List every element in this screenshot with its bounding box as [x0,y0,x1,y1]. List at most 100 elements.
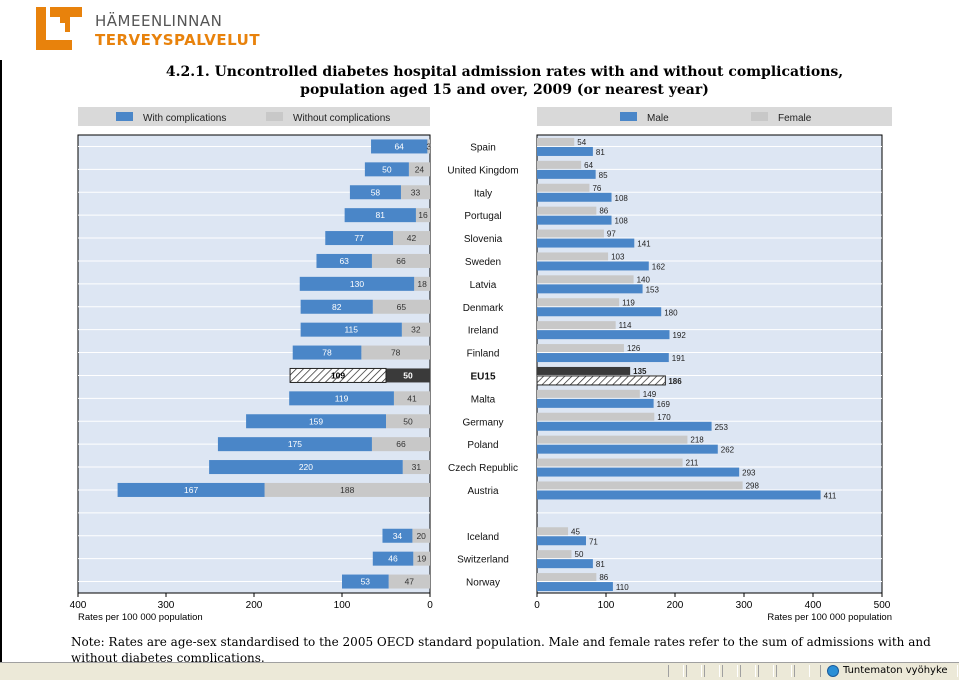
right-tick-label-500: 500 [874,600,891,611]
status-cell [686,665,702,677]
bar-without-complications-slovenia [393,231,430,246]
label-female-latvia: 140 [637,275,651,284]
status-cell [794,665,810,677]
label-male-malta: 169 [657,400,671,409]
status-cell [758,665,774,677]
label-female-italy: 76 [592,184,601,193]
bar-male-iceland [537,536,586,546]
bar-with-complications-denmark [300,299,373,314]
label-male-norway: 110 [616,583,629,592]
country-label-austria: Austria [467,486,499,497]
bar-male-eu15 [536,375,666,386]
country-label-sweden: Sweden [465,257,501,268]
country-label-portugal: Portugal [464,211,501,222]
label-female-malta: 149 [643,390,657,399]
right-tick-label-400: 400 [805,600,822,611]
country-label-germany: Germany [462,417,503,428]
right-tick-label-0: 0 [534,600,540,611]
left-tick-label-200: 200 [246,600,263,611]
label-female-portugal: 86 [599,207,608,216]
right-chart-panel: 5481648576108861089714110316214015311918… [536,134,883,594]
bar-female-italy [537,183,590,192]
bar-female-denmark [537,298,620,307]
bar-with-complications-switzerland [372,551,414,566]
bar-without-complications-latvia [414,276,430,291]
label-female-sweden: 103 [611,252,625,261]
bar-female-switzerland [537,550,572,559]
bar-male-sweden [537,261,649,271]
hameenlinna-logo-icon [36,7,82,50]
label-male-iceland: 71 [589,537,598,546]
label-male-switzerland: 81 [596,560,605,569]
label-female-switzerland: 50 [575,550,584,559]
label-male-poland: 262 [721,446,735,455]
label-female-ireland: 114 [619,321,632,330]
bar-male-malta [537,398,654,408]
label-with-complications-austria: 167 [184,485,198,495]
country-label-finland: Finland [467,349,500,360]
legend-label-with-complications: With complications [143,113,226,124]
bar-male-slovenia [537,238,635,248]
label-with-complications-czech-republic: 220 [299,462,313,472]
right-tick-label-100: 100 [598,600,615,611]
status-zone-cell[interactable] [820,665,958,677]
label-with-complications-germany: 159 [309,416,323,426]
bar-without-complications-ireland [401,322,430,337]
bar-without-complications-portugal [415,208,430,223]
bar-without-complications-united-kingdom [408,162,430,177]
bar-with-complications-sweden [316,253,372,268]
country-label-slovenia: Slovenia [464,234,503,245]
bar-male-germany [537,421,712,431]
country-label-spain: Spain [470,142,496,153]
bar-with-complications-italy [349,185,401,200]
bar-female-sweden [537,252,609,261]
bar-with-complications-norway [342,574,389,589]
bar-with-complications-slovenia [325,231,394,246]
bar-without-complications-eu15 [386,368,430,383]
bar-female-united-kingdom [537,160,582,169]
bar-without-complications-germany [386,414,430,429]
label-without-complications-finland: 78 [391,348,401,358]
label-female-germany: 170 [657,413,671,422]
status-bar: Tuntematon vyöhyke [0,662,959,680]
country-label-malta: Malta [471,394,496,405]
window-left-border [0,60,2,662]
label-without-complications-italy: 33 [411,187,421,197]
bar-female-spain [537,137,575,146]
legend-swatch-male [620,112,637,121]
label-male-austria: 411 [824,491,837,500]
right-legend: Male Female [537,107,892,126]
legend-label-without-complications: Without complications [293,113,390,124]
bar-male-czech-republic [537,467,740,477]
label-with-complications-latvia: 130 [350,279,364,289]
bar-female-germany [537,412,655,421]
label-female-iceland: 45 [571,527,580,536]
bar-male-italy [537,192,612,202]
right-plot-background [536,134,883,594]
legend-swatch-without-complications [266,112,283,121]
bar-female-malta [537,389,640,398]
label-with-complications-eu15: 109 [331,370,345,380]
status-cell [668,665,684,677]
country-labels: Spain United Kingdom Italy Portugal Slovenia… [447,142,518,588]
bar-with-complications-malta [289,391,394,406]
label-without-complications-austria: 188 [340,485,354,495]
status-cell [704,665,720,677]
label-without-complications-ireland: 32 [411,325,421,335]
label-without-complications-poland: 66 [396,439,406,449]
label-with-complications-spain: 64 [394,141,404,151]
bar-male-portugal [537,215,612,225]
label-female-poland: 218 [690,436,704,445]
label-male-spain: 81 [596,148,605,157]
label-male-germany: 253 [715,423,729,432]
bar-without-complications-switzerland [413,551,430,566]
bar-without-complications-malta [393,391,430,406]
bar-with-complications-portugal [344,208,416,223]
bar-male-finland [537,353,669,363]
bar-female-iceland [537,527,569,536]
status-cell [722,665,738,677]
bar-female-eu15 [537,366,631,375]
label-female-denmark: 119 [622,298,635,307]
left-tick-label-300: 300 [158,600,175,611]
